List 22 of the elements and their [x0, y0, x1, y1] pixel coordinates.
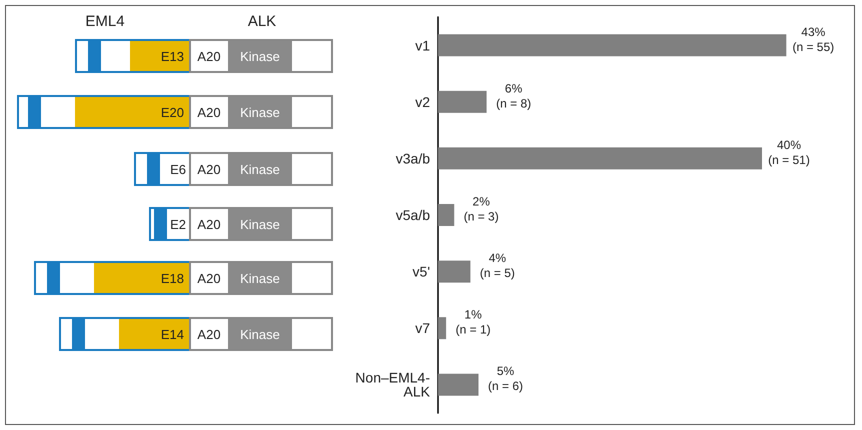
y-tick-label: v2	[415, 94, 430, 110]
bar	[438, 90, 487, 113]
data-label: 4% (n = 5)	[480, 251, 515, 280]
bar	[438, 260, 470, 283]
data-label: 5% (n = 6)	[488, 364, 524, 394]
bar	[438, 317, 446, 340]
y-tick-label: v7	[415, 320, 430, 336]
bar	[438, 147, 762, 170]
bar	[438, 374, 478, 396]
y-tick-label: v5a/b	[396, 207, 430, 223]
data-label: 2% (n = 3)	[464, 194, 499, 224]
data-label: 1% (n = 1)	[456, 308, 491, 337]
bar	[438, 204, 454, 226]
y-tick-label: v3a/b	[396, 150, 430, 166]
fusion-protein-diagram: EML4 ALK E13 A20 Kinase E20 A20 Kinase E6 A20 Kinase E2 A20 Kinase E18 A20 Kinase E14 A20 Kinase	[17, 13, 333, 351]
bar	[438, 34, 786, 56]
data-label: 43% (n = 55)	[792, 24, 834, 54]
y-tick-label: v1	[415, 37, 430, 54]
y-tick-label: Non–EML4- ALK	[355, 370, 431, 400]
data-label: 6% (n = 8)	[496, 81, 532, 110]
data-label: 40% (n = 51)	[768, 138, 810, 167]
y-tick-label: v5'	[412, 264, 430, 280]
